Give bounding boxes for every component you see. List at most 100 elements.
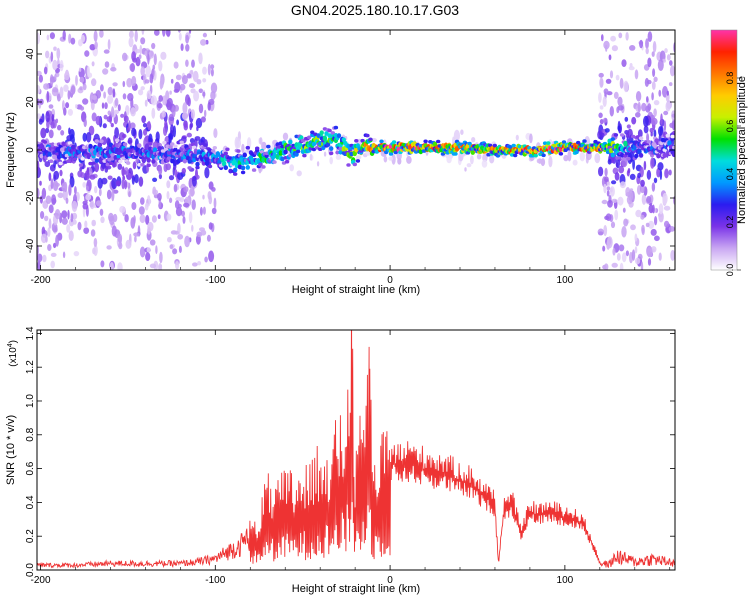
spectrogram-noise-cell — [208, 195, 213, 205]
spectrogram-ridge-cell — [42, 140, 48, 144]
spectrogram-noise-cell — [650, 131, 653, 137]
spectrogram-noise-cell — [652, 41, 657, 53]
snr-x-axis: -200 -100 0 100 — [30, 330, 671, 586]
spectrogram-noise-cell — [579, 151, 585, 162]
spectrogram-ridge-cell — [72, 157, 78, 161]
spectrogram-noise-cell — [41, 187, 47, 200]
spectrogram-noise-cell — [124, 214, 129, 223]
spectrogram-ridge-cell — [148, 141, 153, 146]
spectrogram-noise-cell — [609, 186, 615, 197]
spectrogram-noise-cell — [192, 175, 197, 187]
spectrogram-noise-cell — [133, 232, 140, 237]
spectrogram-noise-cell — [671, 113, 675, 118]
spectrogram-noise-cell — [175, 261, 180, 270]
spectrogram-noise-cell — [371, 138, 377, 143]
spectrogram-noise-cell — [162, 95, 168, 106]
spectrogram-noise-cell — [52, 59, 58, 71]
spectrogram-noise-cell — [104, 102, 108, 110]
spectrogram-noise-cell — [189, 138, 195, 144]
spectrogram-ridge-cell — [626, 156, 631, 161]
spectrogram-noise-cell — [167, 236, 172, 243]
colorbar-tick-label: 0.8 — [725, 72, 735, 85]
spectrogram-noise-cell — [121, 133, 127, 139]
spectrogram-noise-cell — [173, 184, 178, 193]
spectrogram-noise-cell — [647, 31, 653, 42]
spectrogram-noise-cell — [645, 38, 649, 50]
spectrogram-noise-cell — [148, 133, 153, 144]
spectrogram-noise-cell — [150, 95, 157, 106]
spectrogram-noise-cell — [207, 101, 211, 111]
spectrogram-ridge-cell — [302, 153, 307, 158]
spectrogram-noise-cell — [204, 109, 207, 118]
spectrogram-ridge-cell — [211, 149, 216, 153]
spectrogram-noise-cell — [169, 244, 174, 250]
spectrogram-noise-cell — [453, 129, 460, 142]
spectrogram-ridge-cell — [665, 133, 670, 138]
spectrogram-ridge-cell — [151, 158, 156, 164]
spectrogram-noise-cell — [653, 108, 657, 117]
snr-x-tick-label: -100 — [205, 575, 225, 586]
spectrogram-noise-cell — [181, 75, 188, 85]
spectrogram-noise-cell — [663, 15, 667, 26]
spectrogram-noise-cell — [335, 154, 341, 160]
spectrogram-ridge-cell — [321, 145, 326, 151]
spectrogram-ridge-cell — [137, 163, 142, 167]
spectrogram-noise-cell — [50, 178, 54, 190]
spectrogram-noise-cell — [296, 170, 302, 177]
spectrogram-noise-cell — [471, 137, 476, 143]
spectrogram-noise-cell — [181, 275, 185, 280]
spectrogram-ridge-layer — [37, 125, 675, 176]
spectrogram-noise-cell — [185, 34, 190, 44]
spectrogram-noise-cell — [103, 49, 110, 54]
spectrogram-noise-cell — [183, 123, 188, 131]
spectrogram-noise-cell — [49, 74, 54, 86]
spectrogram-noise-cell — [62, 188, 68, 201]
spectrogram-noise-cell — [55, 234, 59, 247]
spectrogram-noise-cell — [106, 116, 113, 123]
spectrogram-noise-cell — [482, 153, 488, 163]
spectrogram-noise-cell — [192, 262, 198, 267]
spectrogram-noise-cell — [622, 207, 626, 213]
spectrogram-noise-cell — [80, 34, 86, 43]
spectrogram-ridge-cell — [310, 130, 315, 135]
spectrogram-noise-cell — [157, 103, 163, 109]
spectrogram-ridge-cell — [646, 140, 652, 144]
spectrogram-ridge-cell — [360, 138, 365, 143]
spectrogram-ridge-cell — [278, 150, 283, 156]
spectrogram-noise-cell — [172, 248, 178, 255]
spectrogram-noise-cell — [125, 239, 132, 249]
spectrogram-ridge-cell — [656, 153, 661, 159]
spectrogram-noise-cell — [211, 187, 216, 192]
spectrogram-ridge-cell — [179, 140, 184, 145]
spectrogram-ridge-cell — [288, 139, 293, 145]
spectrogram-noise-cell — [111, 225, 117, 237]
spectrogram-noise-cell — [615, 158, 621, 169]
spectrogram-ridge-cell — [623, 140, 628, 147]
spectrogram-noise-cell — [85, 132, 92, 143]
spectrogram-noise-cell — [611, 198, 618, 203]
spectrogram-noise-cell — [651, 117, 658, 126]
spectrogram-noise-cell — [644, 77, 650, 87]
spectrogram-ridge-cell — [368, 137, 373, 142]
spectrogram-noise-cell — [207, 63, 211, 76]
spectrogram-noise-cell — [619, 262, 624, 270]
spectrogram-noise-cell — [61, 182, 67, 192]
spectrogram-noise-cell — [669, 122, 675, 128]
spectrogram-noise-cell — [106, 189, 112, 200]
spectrogram-noise-cell — [82, 83, 87, 91]
spectrogram-ridge-cell — [324, 131, 329, 136]
spectrogram-ridge-cell — [118, 159, 123, 164]
spectrogram-noise-cell — [626, 169, 630, 177]
spectrogram-noise-cell — [143, 128, 148, 136]
spectrogram-noise-cell — [515, 134, 519, 141]
spectrogram-noise-cell — [617, 196, 624, 206]
spectrogram-noise-cell — [97, 177, 103, 189]
spectrogram-noise-cell — [79, 106, 85, 111]
spectrogram-noise-cell — [100, 84, 104, 92]
spectrogram-noise-cell — [174, 169, 178, 178]
spectrogram-noise-cell — [198, 273, 203, 278]
spectrogram-ridge-cell — [187, 166, 192, 170]
spectrogram-noise-cell — [630, 224, 636, 231]
spectrogram-noise-cell — [670, 249, 675, 261]
spectrogram-noise-cell — [84, 50, 90, 57]
